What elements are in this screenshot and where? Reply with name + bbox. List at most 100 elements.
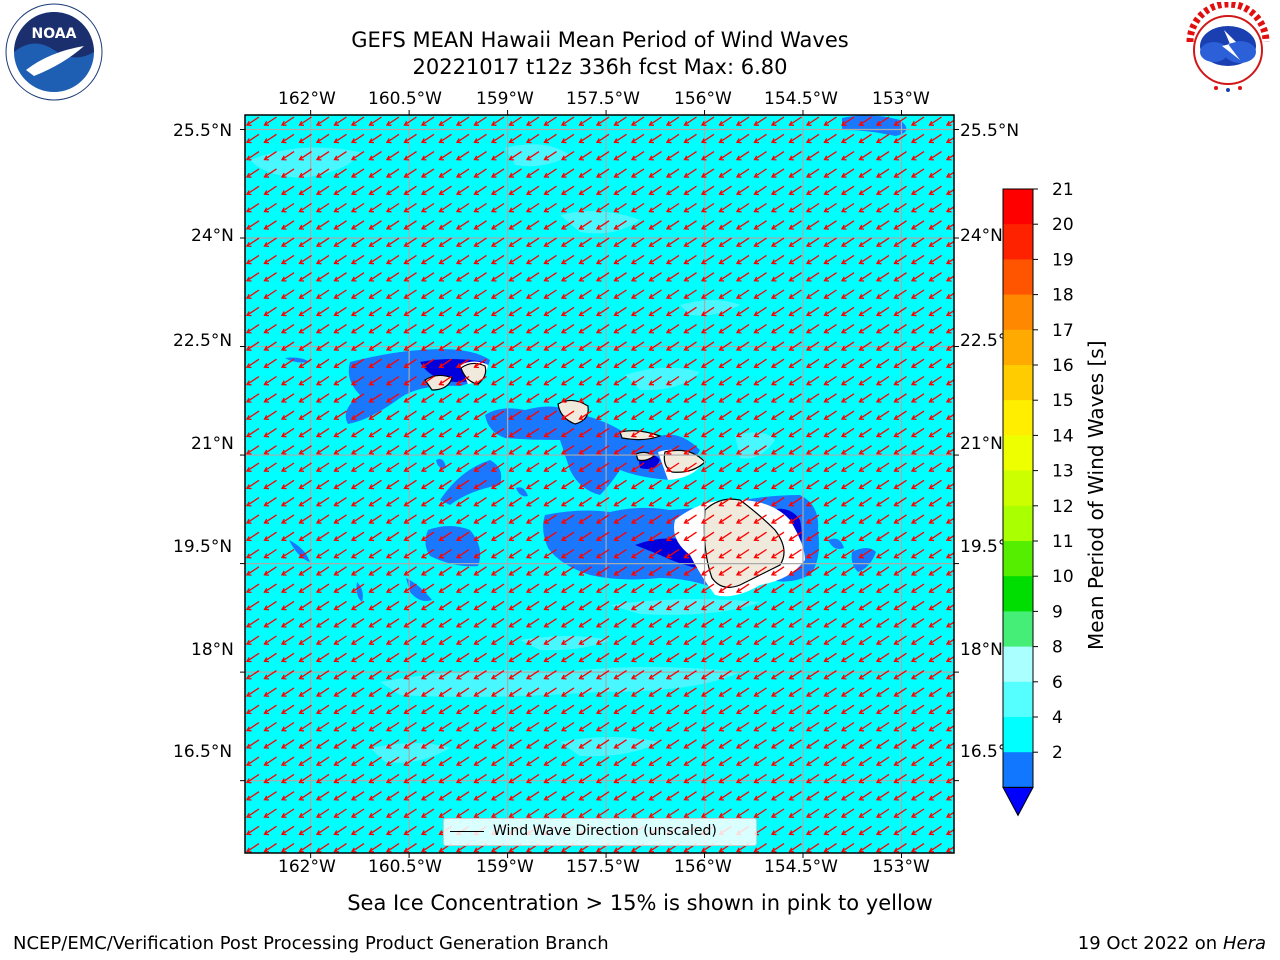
nws-logo	[1182, 2, 1274, 96]
wave-vector-head	[613, 155, 620, 161]
wave-vector-head	[945, 345, 952, 351]
wave-vector	[526, 497, 540, 507]
wave-vector	[666, 151, 680, 161]
wave-vector	[421, 202, 435, 213]
wave-vector-head	[385, 190, 392, 196]
wave-vector	[876, 151, 890, 161]
wave-vector	[421, 375, 435, 386]
wave-vector-head	[298, 449, 305, 455]
wave-vector-head	[315, 466, 322, 472]
wave-vector	[736, 531, 750, 541]
wave-vector-head	[858, 120, 865, 126]
wave-vector-head	[858, 397, 865, 403]
wave-vector	[404, 202, 417, 213]
wave-vector-head	[368, 553, 375, 559]
wave-vector-head	[683, 414, 690, 421]
wave-vector	[386, 254, 400, 264]
wave-vector-head	[648, 120, 655, 126]
wave-vector-head	[333, 241, 340, 248]
wave-vector-head	[438, 553, 445, 559]
wave-vector	[666, 427, 680, 437]
wave-vector	[684, 272, 697, 282]
wave-vector-head	[945, 363, 952, 369]
wave-vector-head	[245, 120, 252, 126]
wave-vector-head	[560, 120, 567, 126]
wave-vector-head	[263, 293, 270, 299]
wave-vector-head	[770, 553, 777, 559]
wave-vector-head	[753, 138, 760, 144]
wave-vector-head	[945, 328, 952, 334]
wave-vector	[841, 531, 855, 541]
wave-vector	[859, 375, 872, 386]
wave-vector	[439, 237, 452, 247]
wave-vector	[894, 168, 907, 178]
wave-vector-head	[368, 397, 375, 403]
wave-vector-head	[245, 449, 252, 455]
wave-vector	[386, 116, 400, 126]
wave-vector	[806, 358, 820, 368]
wave-vector-head	[788, 224, 795, 230]
wave-vector-head	[368, 501, 375, 507]
colorbar-tick-label: 19	[1052, 250, 1074, 270]
wave-vector-head	[578, 414, 585, 421]
wave-vector-head	[613, 587, 620, 594]
wave-vector	[754, 445, 767, 455]
wave-vector	[719, 324, 732, 334]
wave-vector-head	[630, 190, 637, 196]
wave-vector	[456, 151, 470, 161]
wave-vector	[264, 272, 277, 282]
wave-vector-head	[945, 120, 952, 126]
wave-vector-head	[858, 570, 865, 576]
wave-vector	[929, 306, 942, 316]
wave-vector-head	[648, 363, 655, 369]
wave-vector-head	[315, 518, 322, 524]
wave-vector	[526, 168, 540, 178]
wave-vector	[544, 324, 557, 334]
wave-vector	[771, 497, 785, 507]
wave-vector	[719, 531, 732, 541]
wave-vector-head	[490, 259, 497, 265]
wave-vector	[369, 306, 382, 316]
wave-vector-head	[753, 484, 760, 490]
wave-vector	[771, 479, 785, 489]
wave-vector-head	[315, 276, 322, 282]
wave-vector	[386, 133, 400, 143]
wave-vector	[649, 393, 662, 403]
wave-vector-head	[525, 553, 532, 559]
wave-vector	[929, 116, 942, 126]
wave-vector-head	[630, 155, 637, 161]
wave-vector	[474, 341, 487, 351]
wave-vector-head	[910, 536, 917, 542]
colorbar-segment	[1003, 611, 1033, 648]
wave-vector-head	[543, 311, 550, 317]
wave-vector	[561, 375, 575, 386]
wave-vector	[526, 358, 540, 368]
wave-vector-head	[333, 276, 340, 282]
wave-vector	[736, 358, 750, 368]
wave-vector-head	[385, 466, 392, 472]
wave-vector	[561, 272, 575, 282]
wave-vector	[736, 445, 750, 455]
wave-vector	[666, 410, 680, 420]
wave-vector-head	[683, 432, 690, 438]
wave-vector-head	[788, 190, 795, 196]
wave-vector	[614, 133, 627, 143]
wave-vector-head	[560, 449, 567, 455]
wave-vector-head	[735, 328, 742, 334]
wave-vector-head	[595, 414, 602, 421]
wave-vector-head	[595, 293, 602, 299]
colorbar-title: Mean Period of Wind Waves [s]	[1084, 340, 1108, 650]
wave-vector	[701, 272, 715, 282]
wave-vector	[491, 427, 505, 437]
wave-vector-head	[788, 311, 795, 317]
wave-vector	[579, 341, 592, 351]
wave-vector	[334, 306, 347, 316]
wave-vector-head	[718, 224, 725, 230]
wave-vector-head	[718, 276, 725, 282]
wave-vector	[281, 237, 295, 247]
wave-vector	[946, 586, 954, 593]
wave-vector-head	[525, 518, 532, 524]
wave-vector-head	[525, 449, 532, 455]
wave-vector-head	[613, 570, 620, 576]
wave-vector-head	[648, 518, 655, 524]
